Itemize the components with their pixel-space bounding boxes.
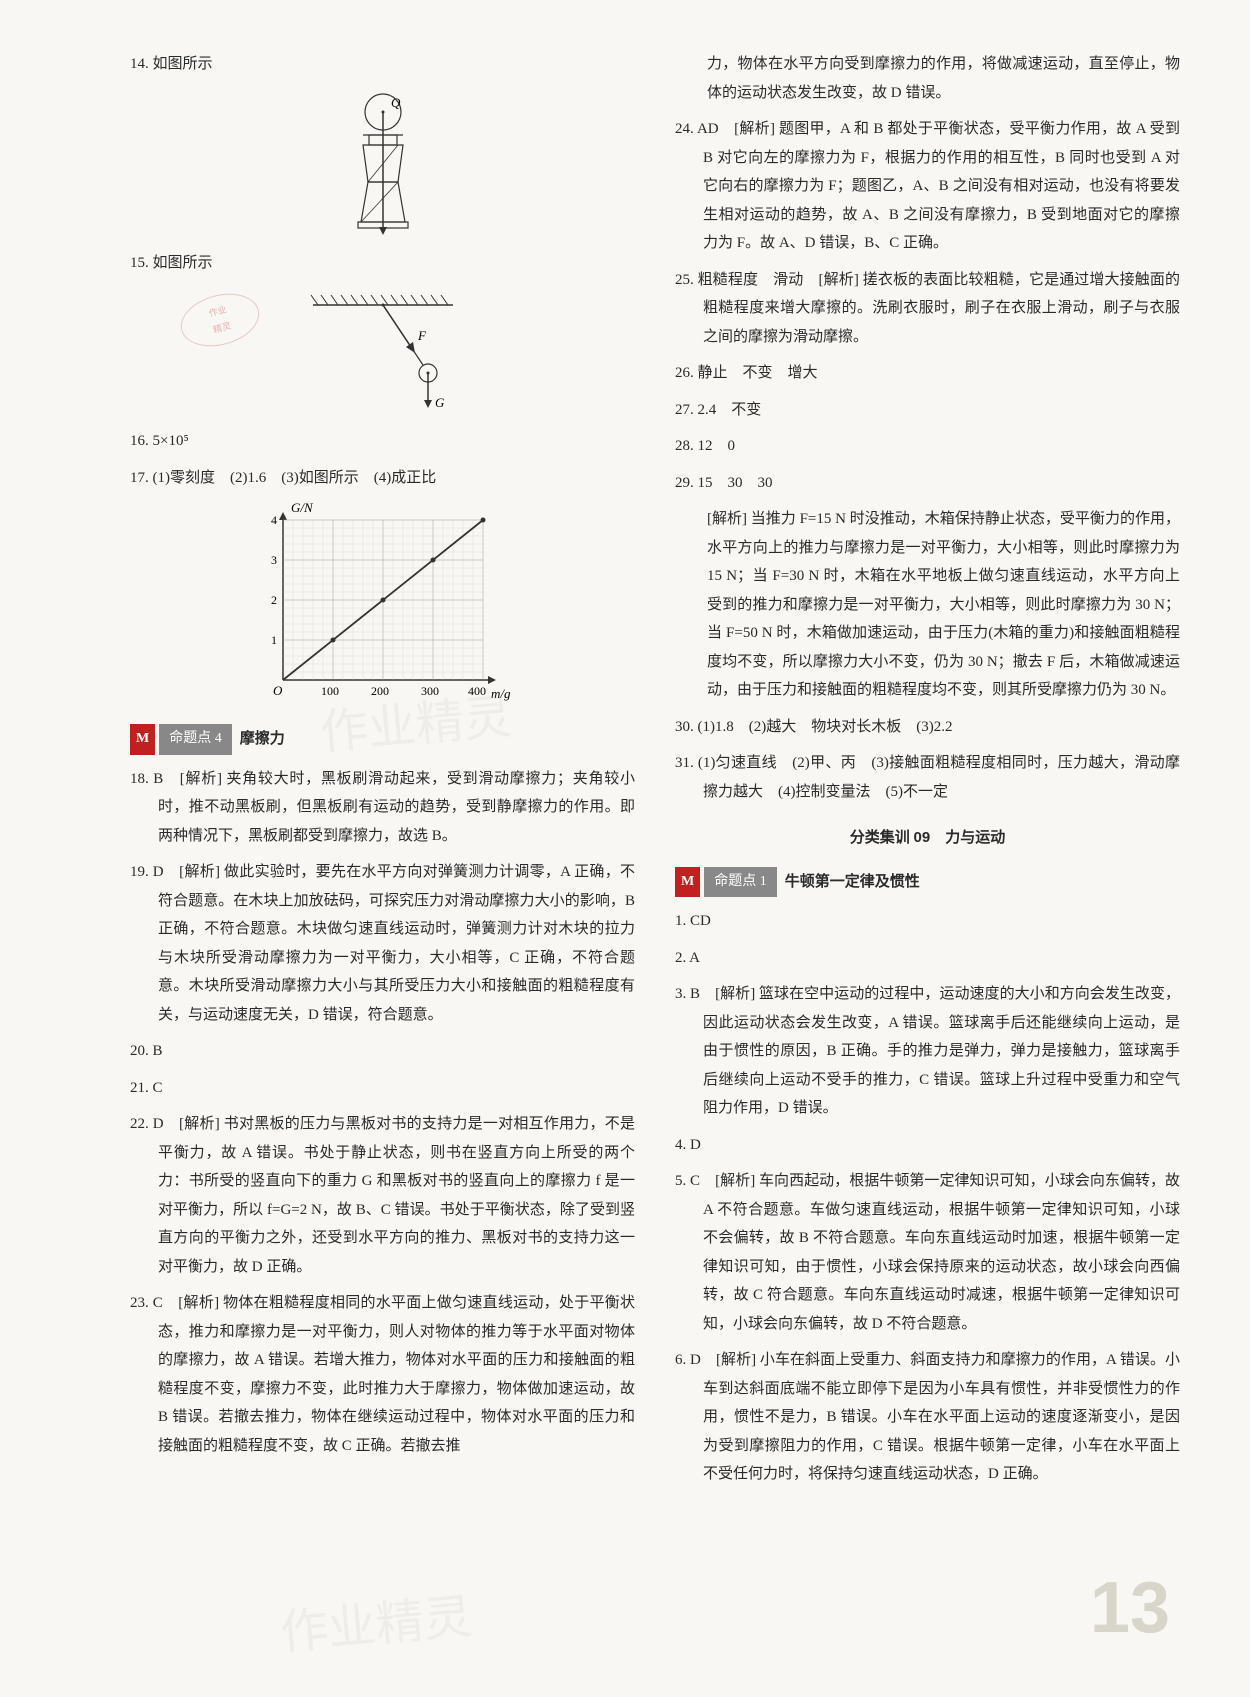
point-title: 摩擦力 [240, 725, 285, 754]
page-number: 13 [1090, 1540, 1170, 1677]
r-q2: 2. A [675, 944, 1180, 973]
svg-text:2: 2 [271, 593, 277, 607]
svg-text:200: 200 [371, 684, 389, 698]
page-content: 14. 如图所示 Q 15. 如图所示 [130, 50, 1180, 1497]
r-q5: 5. C [解析] 车向西起动，根据牛顿第一定律知识可知，小球会向东偏转，故 A… [675, 1167, 1180, 1338]
q26: 26. 静止 不变 增大 [675, 359, 1180, 388]
q15: 15. 如图所示 [130, 249, 635, 278]
q22: 22. D [解析] 书对黑板的压力与黑板对书的支持力是一对相互作用力，不是平衡… [130, 1110, 635, 1281]
svg-text:4: 4 [271, 513, 277, 527]
q24: 24. AD [解析] 题图甲，A 和 B 都处于平衡状态，受平衡力作用，故 A… [675, 115, 1180, 258]
figure-q17-graph: G/N [130, 500, 635, 710]
q29: 29. 15 30 30 [675, 469, 1180, 498]
q18: 18. B [解析] 夹角较大时，黑板刷滑动起来，受到滑动摩擦力；夹角较小时，推… [130, 765, 635, 851]
point-title: 牛顿第一定律及惯性 [785, 868, 920, 897]
q16: 16. 5×10⁵ [130, 427, 635, 456]
svg-text:1: 1 [271, 633, 277, 647]
left-column: 14. 如图所示 Q 15. 如图所示 [130, 50, 635, 1497]
q14: 14. 如图所示 [130, 50, 635, 79]
svg-text:3: 3 [271, 553, 277, 567]
q17: 17. (1)零刻度 (2)1.6 (3)如图所示 (4)成正比 [130, 464, 635, 493]
right-column: 力，物体在水平方向受到摩擦力的作用，将做减速运动，直至停止，物体的运动状态发生改… [675, 50, 1180, 1497]
q27: 27. 2.4 不变 [675, 396, 1180, 425]
r-q1: 1. CD [675, 907, 1180, 936]
r-q6: 6. D [解析] 小车在斜面上受重力、斜面支持力和摩擦力的作用，A 错误。小车… [675, 1346, 1180, 1489]
m-badge: M [130, 724, 155, 755]
q20: 20. B [130, 1037, 635, 1066]
point-label: 命题点 4 [159, 724, 232, 755]
svg-text:G/N: G/N [291, 500, 314, 515]
point-label: 命题点 1 [704, 867, 777, 898]
svg-text:400: 400 [468, 684, 486, 698]
q25: 25. 粗糙程度 滑动 [解析] 搓衣板的表面比较粗糙，它是通过增大接触面的粗糙… [675, 266, 1180, 352]
q23-cont: 力，物体在水平方向受到摩擦力的作用，将做减速运动，直至停止，物体的运动状态发生改… [675, 50, 1180, 107]
svg-text:G: G [435, 395, 445, 410]
q23: 23. C [解析] 物体在粗糙程度相同的水平面上做匀速直线运动，处于平衡状态，… [130, 1289, 635, 1460]
q31: 31. (1)匀速直线 (2)甲、丙 (3)接触面粗糙程度相同时，压力越大，滑动… [675, 749, 1180, 806]
q21: 21. C [130, 1074, 635, 1103]
q19: 19. D [解析] 做此实验时，要先在水平方向对弹簧测力计调零，A 正确，不符… [130, 858, 635, 1029]
r-q4: 4. D [675, 1131, 1180, 1160]
training-title: 分类集训 09 力与运动 [675, 824, 1180, 853]
fig14-label: Q [391, 95, 401, 110]
section-head-1: M 命题点 1 牛顿第一定律及惯性 [675, 867, 1180, 898]
q29-analysis: [解析] 当推力 F=15 N 时没推动，木箱保持静止状态，受平衡力的作用，水平… [675, 505, 1180, 705]
m-badge: M [675, 867, 700, 898]
svg-text:300: 300 [421, 684, 439, 698]
section-head-4: M 命题点 4 摩擦力 [130, 724, 635, 755]
figure-q14: Q [130, 87, 635, 237]
q28: 28. 12 0 [675, 432, 1180, 461]
svg-text:O: O [273, 683, 283, 698]
svg-text:m/g: m/g [491, 686, 511, 701]
r-q3: 3. B [解析] 篮球在空中运动的过程中，运动速度的大小和方向会发生改变，因此… [675, 980, 1180, 1123]
svg-text:100: 100 [321, 684, 339, 698]
watermark: 作业精灵 [276, 1572, 475, 1680]
figure-q15: G F [130, 285, 635, 415]
svg-text:F: F [417, 328, 427, 343]
q30: 30. (1)1.8 (2)越大 物块对长木板 (3)2.2 [675, 713, 1180, 742]
